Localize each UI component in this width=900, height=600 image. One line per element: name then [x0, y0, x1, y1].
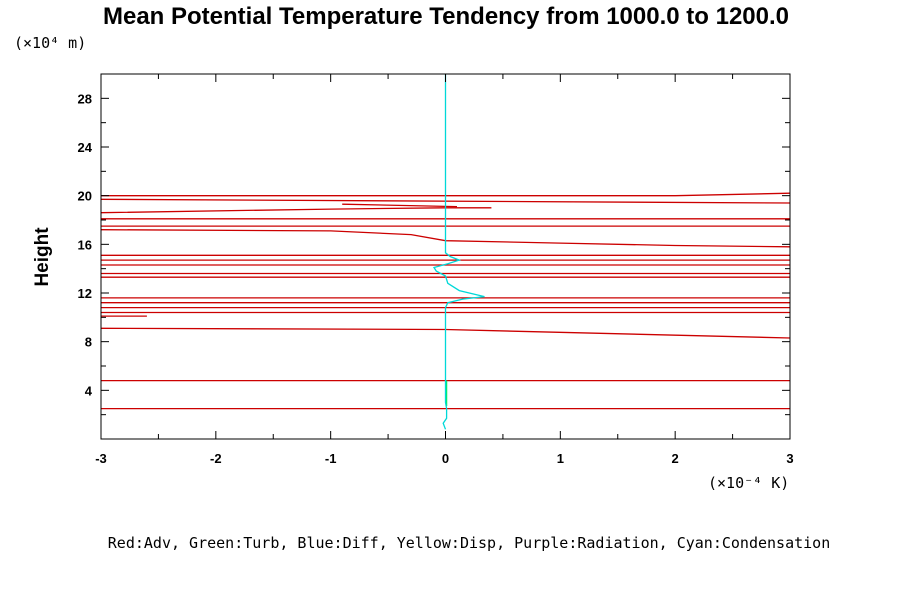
y-axis-label: Height [32, 227, 53, 287]
series-adv-line-19 [101, 192, 790, 197]
y-tick-label: 24 [78, 140, 93, 155]
x-tick-label: 2 [672, 451, 679, 466]
x-tick-label: -3 [95, 451, 107, 466]
x-tick-label: 1 [557, 451, 564, 466]
y-axis-unit: (×10⁴ m) [14, 34, 86, 52]
series-adv-line-16 [101, 207, 492, 214]
y-tick-label: 20 [78, 189, 92, 204]
x-tick-label: 0 [442, 451, 449, 466]
chart-title: Mean Potential Temperature Tendency from… [103, 3, 789, 30]
y-tick-label: 12 [78, 286, 92, 301]
y-tick-label: 16 [78, 237, 92, 252]
y-tick-label: 4 [85, 383, 93, 398]
y-axis-ticks: 4 8 12 16 20 24 28 [78, 91, 790, 416]
x-axis-unit: (×10⁻⁴ K) [708, 474, 789, 492]
series-condensation-line-0 [432, 74, 485, 430]
legend-text: Red:Adv, Green:Turb, Blue:Diff, Yellow:D… [108, 534, 830, 552]
x-tick-label: -2 [210, 451, 222, 466]
series-adv-line-17 [342, 203, 458, 208]
y-tick-label: 28 [78, 91, 92, 106]
series-layer [101, 74, 790, 430]
x-tick-label: -1 [325, 451, 337, 466]
y-tick-label: 8 [85, 335, 92, 350]
x-axis-ticks: -3 -2 -1 0 1 2 3 [95, 74, 794, 466]
x-tick-label: 3 [786, 451, 793, 466]
